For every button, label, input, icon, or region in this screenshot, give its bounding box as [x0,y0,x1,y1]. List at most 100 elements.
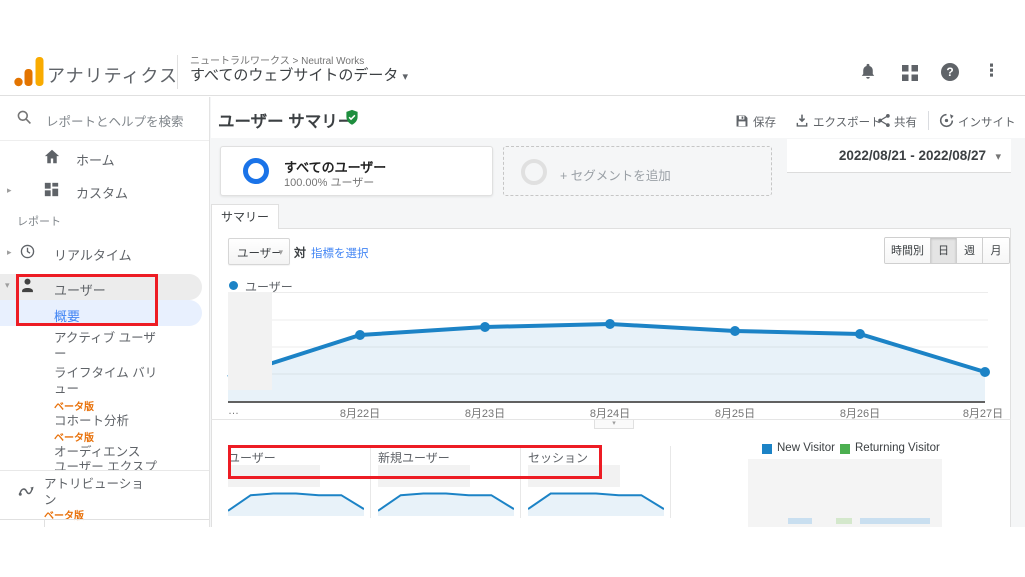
x-tick: 8月27日 [962,408,1004,420]
choose-metric-link[interactable]: 指標を選択 [311,248,369,260]
metric-selector-value: ユーザー [237,248,283,260]
redacted-pie-detail [836,518,852,524]
metric-divider [670,446,671,518]
help-icon[interactable]: ? [941,63,959,81]
returning-visitor-legend-swatch [840,444,850,454]
metric-card-label[interactable]: 新規ユーザー [378,451,450,465]
metric-sparkline [228,492,364,516]
sidebar-bottom-column-divider [44,520,45,527]
sidebar-item-users[interactable] [0,274,202,300]
sidebar-item-realtime[interactable]: リアルタイム [54,248,132,263]
sidebar-item-overview-label[interactable]: 概要 [54,309,81,324]
segment-card-all-users[interactable]: すべてのユーザー 100.00% ユーザー [220,146,493,196]
sidebar-item-audience[interactable]: オーディエンス [54,445,141,459]
page-title: ユーザー サマリー [218,113,355,131]
save-button[interactable]: 保存 [753,117,776,129]
apps-grid-icon[interactable] [901,64,919,82]
sidebar-bottom-divider [0,519,209,520]
expand-caret-icon[interactable]: ▸ [7,185,12,195]
attribution-icon [18,486,34,496]
sidebar-item-overview[interactable] [0,300,202,326]
metric-sparkline [378,492,514,516]
collapse-caret-icon[interactable]: ▾ [5,280,10,290]
tab-summary[interactable]: サマリー [211,204,279,229]
sidebar-item-cohort[interactable]: コホート分析 [54,414,130,428]
verified-shield-icon [346,109,358,125]
chart-collapse-handle[interactable]: ▾ [594,420,634,429]
app-title[interactable]: アナリティクス [47,66,179,86]
insights-button[interactable]: インサイト [958,117,1016,129]
returning-visitor-legend-label: Returning Visitor [855,442,940,454]
segment-ring-empty-icon [521,159,547,185]
granularity-hourly-button[interactable]: 時間別 [885,238,931,263]
x-tick: … [228,405,239,417]
metric-divider [520,446,521,518]
date-range-selector[interactable]: 2022/08/21 - 2022/08/27 ▾ [787,139,1011,173]
users-line-chart[interactable] [227,292,990,402]
save-icon[interactable] [735,114,749,128]
export-button[interactable]: エクスポート [813,117,882,129]
search-input[interactable]: レポートとヘルプを検索 [46,115,184,129]
reports-section-label: レポート [17,216,61,228]
add-segment-card[interactable]: + セグメントを追加 [503,146,772,196]
granularity-day-button[interactable]: 日 [931,238,957,263]
card-divider [211,419,1011,420]
sidebar-item-users-label[interactable]: ユーザー [54,283,106,298]
home-icon [44,149,60,164]
export-download-icon[interactable] [795,113,809,128]
breadcrumb[interactable]: ニュートラルワークス > Neutral Works [190,52,364,67]
sidebar: レポートとヘルプを検索 ホーム ▸ カスタム レポート ▸ リアルタイム ▾ ユ… [0,97,210,527]
notifications-bell-icon[interactable] [859,62,877,82]
sidebar-item-attribution[interactable]: アトリビューション [44,477,144,507]
analytics-logo-icon[interactable] [14,55,44,87]
insights-icon[interactable] [939,113,954,128]
sidebar-item-active-users[interactable]: アクティブ ユーザー [54,331,156,361]
metric-divider [370,446,371,518]
redacted-pie-detail [860,518,930,524]
series-legend-dot [229,281,238,290]
beta-badge: ベータ版 [54,433,94,444]
metric-selector-dropdown[interactable]: ユーザー ▾ [228,238,290,265]
beta-badge: ベータ版 [54,402,94,413]
expand-caret-icon[interactable]: ▸ [7,247,12,257]
granularity-week-button[interactable]: 週 [957,238,983,263]
redacted-pie-chart [748,459,942,527]
segment-name: すべてのユーザー [284,160,387,175]
new-visitor-legend-label: New Visitor [777,442,835,454]
new-visitor-legend-swatch [762,444,772,454]
breadcrumb-property[interactable]: Neutral Works [301,56,365,67]
date-range-value: 2022/08/21 - 2022/08/27 [838,148,987,163]
x-axis-line [228,401,985,403]
search-icon[interactable] [16,109,32,125]
add-segment-label: + セグメントを追加 [560,169,671,183]
breadcrumb-account[interactable]: ニュートラルワークス [190,56,290,67]
sidebar-divider [0,140,209,141]
main-area: ユーザー サマリー 保存 エクスポート 共有 インサイト [210,97,1025,527]
sidebar-item-custom[interactable]: カスタム [76,186,129,201]
redacted-pie-detail [788,518,812,524]
share-icon[interactable] [877,113,891,128]
metric-card-label[interactable]: ユーザー [228,451,276,465]
app-header: アナリティクス ニュートラルワークス > Neutral Works すべてのウ… [0,0,1025,96]
x-tick: 8月22日 [339,408,381,420]
vs-label: 対 [294,246,307,260]
granularity-month-button[interactable]: 月 [983,238,1009,263]
beta-badge: ベータ版 [44,511,84,522]
view-selector[interactable]: すべてのウェブサイトのデータ ▾ [190,64,408,85]
sidebar-item-home[interactable]: ホーム [76,153,115,168]
share-button[interactable]: 共有 [894,117,917,129]
breadcrumb-separator: > [292,56,299,67]
kebab-menu-icon[interactable]: ⋮ [983,61,1000,80]
x-tick: 8月26日 [839,408,881,420]
x-tick: 8月24日 [589,408,631,420]
sidebar-item-lifetime-value[interactable]: ライフタイム バリュー [54,366,158,396]
segment-ring-icon [243,158,269,184]
clock-icon [20,244,35,259]
chevron-down-icon: ▾ [995,151,1001,163]
view-selector-label: すべてのウェブサイトのデータ [190,67,399,84]
toolbar-divider [928,111,929,130]
metric-card-label[interactable]: セッション [528,451,589,465]
sidebar-attribution-panel: アトリビューション ベータ版 [0,470,209,522]
annotation-box-sidebar [16,274,158,326]
